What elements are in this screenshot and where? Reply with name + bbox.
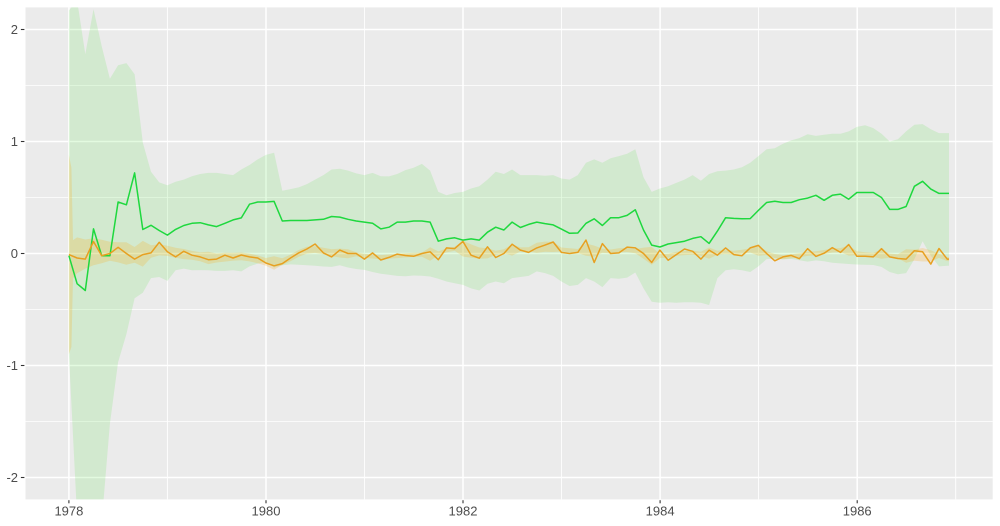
svg-text:1984: 1984 [646,504,675,519]
svg-text:1986: 1986 [843,504,872,519]
svg-text:1: 1 [11,134,18,149]
svg-text:0: 0 [11,246,18,261]
svg-text:1980: 1980 [252,504,281,519]
svg-text:1982: 1982 [449,504,478,519]
svg-text:2: 2 [11,22,18,37]
svg-text:-1: -1 [6,358,18,373]
svg-text:-2: -2 [6,470,18,485]
svg-text:1978: 1978 [54,504,83,519]
